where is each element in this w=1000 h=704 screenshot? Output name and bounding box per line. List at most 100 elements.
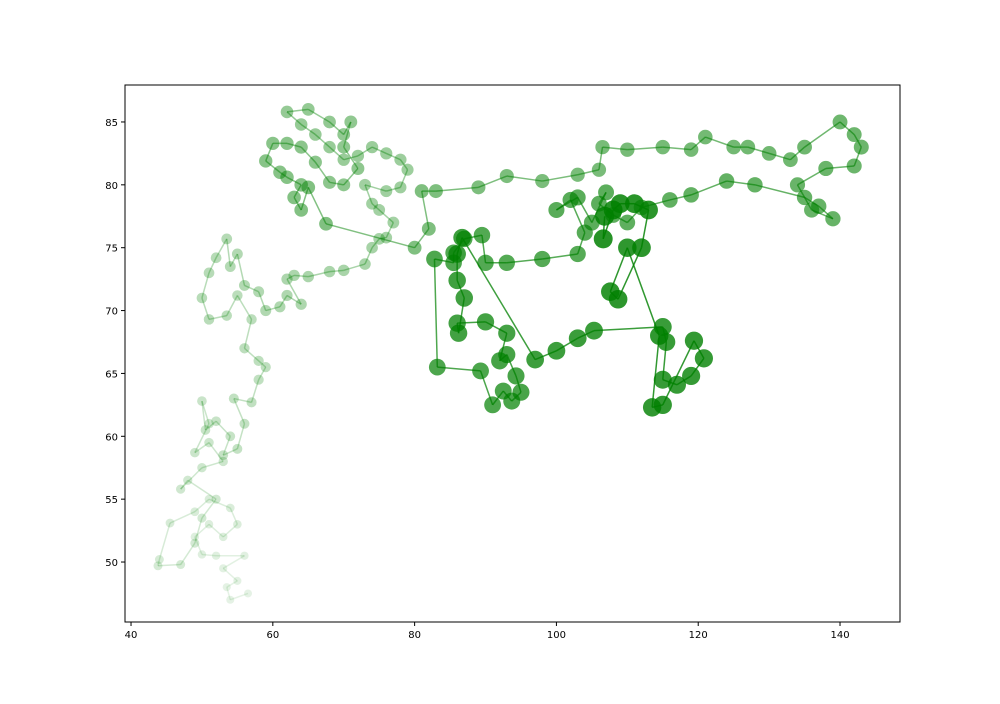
point — [218, 456, 228, 467]
point — [309, 128, 322, 141]
trajectory-segment — [662, 340, 695, 406]
point — [846, 127, 862, 143]
point — [632, 238, 651, 258]
point — [231, 248, 243, 260]
point — [190, 538, 200, 548]
trajectory-segment — [294, 274, 309, 278]
trajectory-segment — [229, 253, 239, 267]
point — [472, 362, 489, 380]
point — [359, 258, 371, 270]
point — [639, 200, 658, 220]
point — [218, 532, 228, 542]
trajectory-segment — [371, 238, 380, 249]
trajectory-segment — [343, 146, 359, 169]
trajectory-segment — [229, 507, 239, 525]
point — [576, 224, 593, 241]
trajectory-segment — [233, 398, 246, 425]
point — [351, 162, 365, 175]
trajectory-segment — [617, 247, 643, 300]
trajectory-segment — [208, 314, 227, 321]
point — [225, 503, 235, 513]
point — [650, 326, 669, 345]
trajectory-segment — [222, 523, 238, 538]
trajectory-segment — [158, 522, 171, 560]
point — [240, 551, 249, 560]
point — [244, 589, 253, 598]
point — [683, 187, 699, 203]
point — [253, 286, 265, 298]
trajectory-segment — [343, 167, 359, 186]
point — [428, 358, 446, 376]
x-tick-label: 120 — [689, 630, 708, 641]
trajectory-segment — [286, 274, 295, 280]
trajectory-segment — [180, 467, 203, 490]
trajectory-segment — [343, 263, 366, 272]
trajectory-segment — [265, 306, 281, 312]
point — [407, 240, 422, 255]
point — [323, 265, 336, 278]
trajectory-segment — [399, 159, 409, 171]
point — [747, 177, 763, 193]
point — [448, 271, 466, 290]
trajectory-segment — [187, 479, 217, 500]
point — [225, 431, 236, 442]
point — [183, 475, 193, 485]
trajectory-segment — [286, 111, 302, 126]
point — [534, 250, 551, 268]
trajectory-segment — [435, 186, 479, 192]
point — [197, 550, 207, 559]
x-tick-label: 140 — [830, 630, 849, 641]
trajectory-segment — [226, 295, 239, 316]
trajectory-segment — [314, 161, 331, 183]
trajectory-segment — [325, 223, 415, 249]
point — [219, 564, 228, 573]
point — [585, 321, 603, 340]
point — [642, 398, 662, 417]
point — [526, 350, 545, 369]
trajectory-segment — [286, 278, 302, 305]
point — [280, 105, 294, 119]
point — [337, 264, 350, 277]
point — [238, 279, 250, 291]
trajectory-segment — [307, 187, 327, 225]
trajectory-segment — [257, 366, 267, 381]
point — [190, 532, 200, 542]
trajectory-segment — [222, 567, 238, 582]
point — [359, 178, 371, 191]
point — [373, 233, 386, 245]
point — [366, 197, 379, 210]
point — [655, 139, 670, 155]
point — [228, 393, 239, 404]
point — [618, 238, 637, 257]
trajectory-segment — [225, 238, 232, 267]
point — [319, 216, 333, 231]
point — [196, 292, 208, 304]
point — [832, 114, 848, 130]
point — [455, 289, 473, 307]
point — [387, 216, 400, 229]
point — [294, 178, 308, 192]
point — [280, 170, 294, 185]
trajectory-segment — [194, 423, 210, 453]
point — [197, 396, 207, 406]
point — [453, 228, 471, 247]
trajectory-segment — [293, 184, 302, 198]
point — [203, 267, 215, 279]
point — [401, 163, 414, 176]
trajectory-segment — [286, 294, 302, 305]
trajectory-segment — [364, 184, 373, 204]
point — [484, 396, 502, 414]
trajectory-segment — [226, 586, 232, 600]
point — [684, 331, 704, 350]
trajectory-segment — [286, 142, 302, 148]
point — [259, 154, 273, 168]
point — [176, 560, 186, 570]
point — [499, 168, 514, 184]
y-tick-label: 85 — [105, 118, 118, 129]
point — [280, 136, 294, 150]
point — [853, 139, 869, 155]
trajectory-segment — [293, 197, 302, 211]
point — [190, 447, 200, 458]
trajectory-segment — [194, 517, 203, 544]
point — [591, 162, 607, 177]
